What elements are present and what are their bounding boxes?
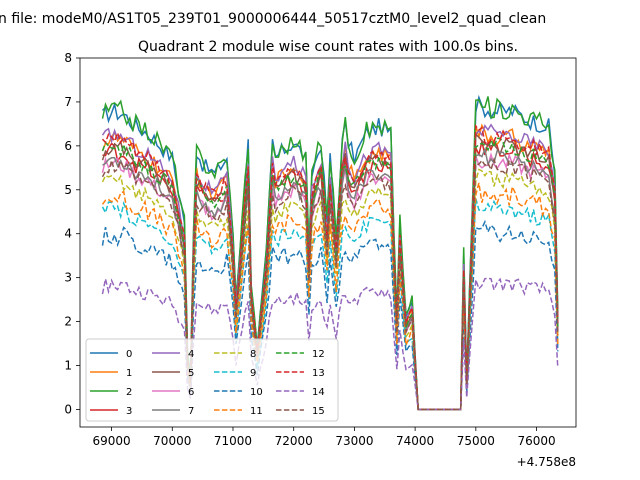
y-tick-label: 4: [64, 227, 72, 241]
y-tick-label: 6: [64, 139, 72, 153]
x-tick-label: 69000: [92, 434, 130, 448]
chart-suptitle: n file: modeM0/AS1T05_239T01_9000006444_…: [0, 11, 546, 27]
y-tick-label: 5: [64, 183, 72, 197]
y-tick-label: 1: [64, 359, 72, 373]
x-tick-label: 74000: [396, 434, 434, 448]
series-line-2: [101, 96, 559, 411]
legend-label: 10: [250, 387, 263, 398]
series-line-12: [101, 137, 559, 411]
y-tick-label: 0: [64, 402, 72, 416]
x-tick-label: 75000: [457, 434, 495, 448]
series-line-13: [101, 124, 559, 411]
series-line-10: [101, 219, 559, 411]
y-tick-label: 7: [64, 95, 72, 109]
legend-label: 15: [312, 406, 325, 417]
legend-label: 9: [250, 368, 256, 379]
legend-label: 8: [250, 349, 256, 360]
legend-label: 1: [126, 368, 132, 379]
legend-label: 14: [312, 387, 325, 398]
legend-label: 11: [250, 406, 263, 417]
series-line-4: [101, 123, 559, 411]
legend-label: 12: [312, 349, 325, 360]
series-layer: [101, 94, 559, 411]
legend-label: 6: [188, 387, 194, 398]
legend-label: 7: [188, 406, 194, 417]
x-tick-label: 73000: [335, 434, 373, 448]
legend-label: 2: [126, 387, 132, 398]
series-line-14: [101, 277, 559, 411]
legend-label: 5: [188, 368, 194, 379]
plot-frame: [79, 57, 577, 428]
series-line-9: [101, 198, 559, 411]
legend-label: 0: [126, 349, 132, 360]
legend-label: 13: [312, 368, 325, 379]
y-tick-label: 2: [64, 315, 72, 329]
y-axis: 0 1 2 3 4 5 6 7 8: [64, 51, 80, 416]
x-tick-label: 72000: [275, 434, 313, 448]
x-tick-label: 71000: [214, 434, 252, 448]
y-tick-label: 8: [64, 51, 72, 65]
chart-title: Quadrant 2 module wise count rates with …: [138, 39, 518, 55]
series-line-11: [101, 182, 559, 411]
series-line-15: [101, 157, 559, 411]
x-tick-label: 76000: [517, 434, 555, 448]
legend-box: [85, 338, 339, 422]
x-tick-label: 70000: [153, 434, 191, 448]
legend-label: 4: [188, 349, 194, 360]
x-axis: 69000 70000 71000 72000 73000 74000 75000 76000: [92, 427, 556, 448]
y-tick-label: 3: [64, 271, 72, 285]
series-line-8: [101, 168, 559, 411]
legend-label: 3: [126, 406, 132, 417]
x-offset-label: +4.758e8: [517, 455, 576, 469]
